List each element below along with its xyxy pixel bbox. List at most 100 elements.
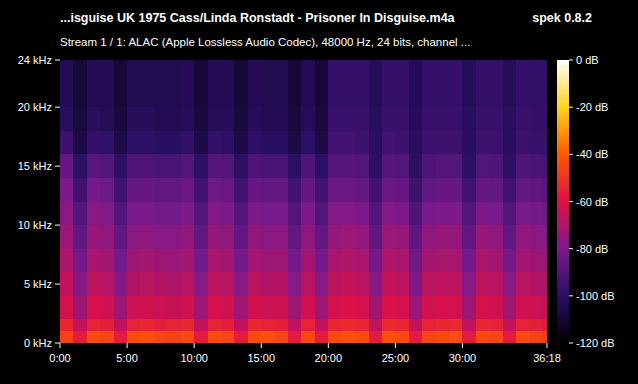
cell bbox=[234, 107, 247, 131]
cell bbox=[87, 154, 100, 178]
cell bbox=[342, 331, 355, 343]
cell bbox=[369, 154, 382, 178]
cell bbox=[140, 154, 153, 178]
cell bbox=[422, 131, 435, 155]
cell bbox=[503, 178, 516, 202]
cell bbox=[489, 154, 502, 178]
cell bbox=[301, 296, 314, 320]
cell bbox=[476, 107, 489, 131]
cell bbox=[208, 319, 221, 331]
cell bbox=[436, 60, 449, 107]
cell bbox=[234, 202, 247, 226]
title: ...isguise UK 1975 Cass/Linda Ronstadt -… bbox=[60, 11, 456, 25]
cell bbox=[208, 272, 221, 296]
cell bbox=[154, 331, 167, 343]
cell bbox=[342, 319, 355, 331]
cell bbox=[516, 249, 529, 273]
cell bbox=[100, 131, 113, 155]
cell bbox=[261, 319, 274, 331]
cell bbox=[342, 131, 355, 155]
cell bbox=[301, 249, 314, 273]
cell bbox=[382, 331, 395, 343]
cell bbox=[530, 107, 543, 131]
cell bbox=[382, 296, 395, 320]
cell bbox=[288, 272, 301, 296]
cell bbox=[489, 107, 502, 131]
cell bbox=[516, 272, 529, 296]
cell bbox=[503, 60, 516, 107]
cell bbox=[503, 272, 516, 296]
cell bbox=[369, 272, 382, 296]
cell bbox=[301, 131, 314, 155]
cell bbox=[422, 249, 435, 273]
cell bbox=[221, 319, 234, 331]
cell bbox=[275, 331, 288, 343]
cell bbox=[234, 60, 247, 107]
cell bbox=[301, 107, 314, 131]
cell bbox=[449, 60, 462, 107]
cell bbox=[436, 249, 449, 273]
cell bbox=[114, 60, 127, 107]
cell bbox=[87, 225, 100, 249]
cell bbox=[248, 331, 261, 343]
cell bbox=[248, 60, 261, 107]
cell bbox=[73, 331, 86, 343]
y-tick bbox=[55, 284, 60, 285]
cell bbox=[114, 202, 127, 226]
x-tick-label: 36:18 bbox=[533, 352, 561, 364]
cell bbox=[516, 60, 529, 107]
cells bbox=[60, 60, 547, 343]
cell bbox=[288, 202, 301, 226]
cell bbox=[503, 319, 516, 331]
cell bbox=[476, 272, 489, 296]
cell bbox=[449, 331, 462, 343]
cell bbox=[288, 178, 301, 202]
cell bbox=[261, 272, 274, 296]
cell bbox=[489, 202, 502, 226]
cell bbox=[476, 331, 489, 343]
cell bbox=[114, 331, 127, 343]
y-tick-label: 5 kHz bbox=[24, 278, 52, 290]
cell bbox=[208, 202, 221, 226]
cell bbox=[489, 249, 502, 273]
cell bbox=[221, 296, 234, 320]
cell bbox=[462, 249, 475, 273]
cell bbox=[301, 225, 314, 249]
cell bbox=[181, 131, 194, 155]
cell bbox=[436, 319, 449, 331]
cell bbox=[328, 296, 341, 320]
cell bbox=[530, 296, 543, 320]
cell bbox=[436, 272, 449, 296]
cell bbox=[530, 225, 543, 249]
cell bbox=[342, 154, 355, 178]
cell bbox=[315, 319, 328, 331]
cell bbox=[422, 154, 435, 178]
x-tick-label: 10:00 bbox=[180, 352, 208, 364]
cell bbox=[395, 131, 408, 155]
cell bbox=[503, 331, 516, 343]
cell bbox=[261, 60, 274, 107]
cell bbox=[476, 154, 489, 178]
cell bbox=[73, 131, 86, 155]
cell bbox=[275, 131, 288, 155]
cell bbox=[315, 296, 328, 320]
cell bbox=[181, 319, 194, 331]
cell bbox=[114, 272, 127, 296]
cell bbox=[87, 131, 100, 155]
cell bbox=[409, 319, 422, 331]
cell bbox=[140, 60, 153, 107]
cell bbox=[436, 154, 449, 178]
cell bbox=[489, 225, 502, 249]
cell bbox=[127, 107, 140, 131]
cell bbox=[275, 272, 288, 296]
cell bbox=[543, 60, 547, 107]
cell bbox=[543, 272, 547, 296]
cell bbox=[208, 60, 221, 107]
cell bbox=[543, 154, 547, 178]
cell bbox=[503, 154, 516, 178]
cell bbox=[60, 131, 73, 155]
cell bbox=[288, 131, 301, 155]
x-tick bbox=[60, 343, 61, 348]
color-bar-label: -60 dB bbox=[576, 196, 608, 208]
cell bbox=[154, 249, 167, 273]
